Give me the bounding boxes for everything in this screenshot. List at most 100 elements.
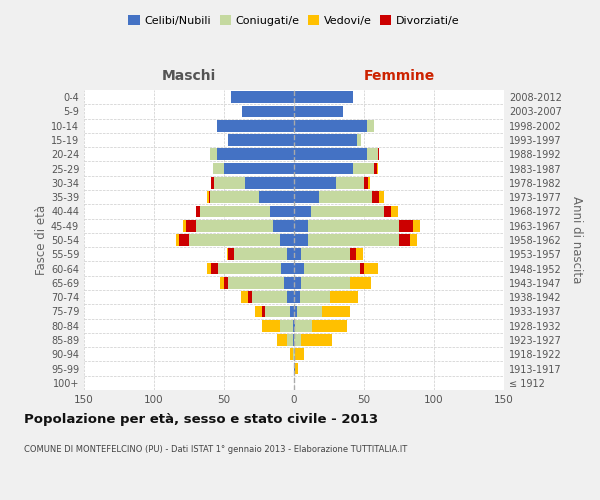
Text: Femmine: Femmine <box>364 68 434 82</box>
Bar <box>228 277 284 288</box>
Text: COMUNE DI MONTEFELCINO (PU) - Dati ISTAT 1° gennaio 2013 - Elaborazione TUTTITAL: COMUNE DI MONTEFELCINO (PU) - Dati ISTAT… <box>24 445 407 454</box>
Bar <box>353 162 374 174</box>
Bar <box>322 306 350 318</box>
Bar <box>367 148 378 160</box>
Bar <box>364 262 378 274</box>
Bar <box>252 292 287 303</box>
Bar <box>312 320 347 332</box>
Bar <box>374 162 377 174</box>
Bar <box>210 192 259 203</box>
Bar <box>207 192 209 203</box>
Bar <box>273 220 294 232</box>
Bar <box>308 234 399 246</box>
Bar <box>294 234 308 246</box>
Bar <box>213 162 224 174</box>
Bar <box>217 148 294 160</box>
Bar <box>410 234 417 246</box>
Bar <box>211 262 218 274</box>
Bar <box>311 206 383 218</box>
Bar <box>211 177 214 188</box>
Bar <box>308 220 399 232</box>
Bar <box>294 162 353 174</box>
Bar <box>281 262 294 274</box>
Bar <box>210 148 217 160</box>
Bar <box>255 306 262 318</box>
Bar <box>214 177 245 188</box>
Bar <box>356 248 362 260</box>
Bar <box>262 306 265 318</box>
Bar <box>284 277 294 288</box>
Bar <box>184 220 186 232</box>
Bar <box>294 277 301 288</box>
Bar <box>241 292 248 303</box>
Bar <box>368 177 370 188</box>
Bar <box>294 348 295 360</box>
Bar <box>301 248 350 260</box>
Bar <box>294 306 297 318</box>
Bar <box>234 248 287 260</box>
Bar <box>196 220 273 232</box>
Bar <box>245 177 294 188</box>
Bar <box>383 206 391 218</box>
Bar <box>242 106 294 118</box>
Bar <box>277 334 287 346</box>
Bar <box>294 320 295 332</box>
Bar <box>391 206 398 218</box>
Bar <box>231 92 294 103</box>
Bar <box>364 177 368 188</box>
Bar <box>294 92 353 103</box>
Bar <box>336 177 364 188</box>
Bar <box>294 134 357 146</box>
Bar <box>287 248 294 260</box>
Bar <box>220 277 224 288</box>
Bar <box>357 134 361 146</box>
Bar <box>379 192 383 203</box>
Bar <box>331 292 358 303</box>
Bar <box>373 192 379 203</box>
Bar <box>297 306 322 318</box>
Bar <box>301 334 332 346</box>
Bar <box>186 220 196 232</box>
Bar <box>179 234 189 246</box>
Bar <box>377 162 378 174</box>
Bar <box>287 334 293 346</box>
Bar <box>294 177 336 188</box>
Bar <box>294 206 311 218</box>
Bar <box>270 206 294 218</box>
Bar <box>207 262 211 274</box>
Bar <box>227 248 228 260</box>
Bar <box>228 134 294 146</box>
Bar <box>196 206 200 218</box>
Bar <box>294 262 304 274</box>
Bar <box>287 292 294 303</box>
Bar <box>200 206 270 218</box>
Bar <box>224 162 294 174</box>
Bar <box>290 348 293 360</box>
Bar <box>294 220 308 232</box>
Bar <box>294 292 299 303</box>
Bar <box>294 120 367 132</box>
Bar <box>259 192 294 203</box>
Bar <box>295 362 298 374</box>
Bar <box>294 248 301 260</box>
Bar <box>294 334 301 346</box>
Bar <box>217 120 294 132</box>
Bar <box>399 220 413 232</box>
Bar <box>293 334 294 346</box>
Bar <box>262 320 280 332</box>
Text: Maschi: Maschi <box>162 68 216 82</box>
Legend: Celibi/Nubili, Coniugati/e, Vedovi/e, Divorziati/e: Celibi/Nubili, Coniugati/e, Vedovi/e, Di… <box>124 10 464 30</box>
Bar <box>290 306 294 318</box>
Bar <box>378 148 379 160</box>
Bar <box>301 277 350 288</box>
Bar <box>295 348 304 360</box>
Text: Popolazione per età, sesso e stato civile - 2013: Popolazione per età, sesso e stato civil… <box>24 412 378 426</box>
Bar <box>299 292 331 303</box>
Bar <box>280 320 293 332</box>
Bar <box>280 234 294 246</box>
Bar <box>367 120 374 132</box>
Bar <box>248 292 252 303</box>
Bar <box>176 234 179 246</box>
Bar <box>350 277 371 288</box>
Bar <box>360 262 364 274</box>
